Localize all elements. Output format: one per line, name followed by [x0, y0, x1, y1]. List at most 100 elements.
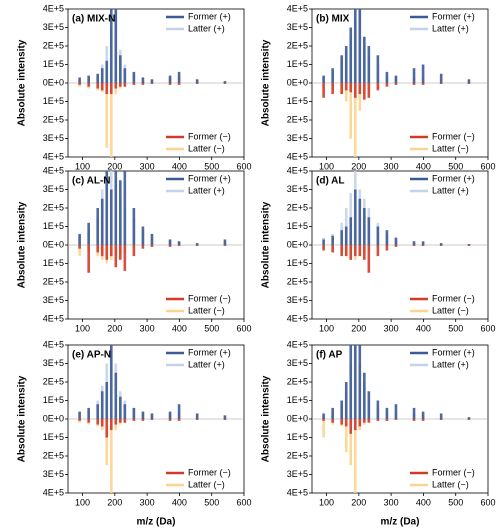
legend-label: Latter (+)	[432, 359, 469, 369]
peak-bar	[376, 226, 380, 245]
peak-bar	[177, 83, 181, 85]
x-tick-label: 400	[416, 497, 431, 507]
peak-bar	[141, 226, 145, 245]
peak-bar	[376, 83, 380, 91]
y-tick-label: 3E+5	[287, 22, 308, 32]
y-axis-label: Absolute intensity	[17, 201, 28, 288]
peak-bar	[78, 245, 81, 249]
peak-bar	[344, 419, 348, 427]
legend-label: Former (−)	[188, 131, 231, 141]
peak-bar	[367, 419, 371, 423]
x-tick-label: 500	[448, 323, 463, 333]
y-tick-label: 2E+5	[43, 114, 64, 124]
y-tick-label: 2E+5	[287, 276, 308, 286]
x-tick-label: 100	[319, 161, 334, 171]
peak-bar	[412, 419, 416, 421]
peak-bar	[100, 245, 104, 257]
peak-bar	[114, 171, 118, 245]
y-tick-label: 1E+5	[287, 221, 308, 231]
x-tick-label: 500	[448, 497, 463, 507]
x-tick-label: 400	[172, 323, 187, 333]
peak-bar	[331, 235, 334, 245]
y-tick-label: 2E+5	[287, 202, 308, 212]
peak-bar	[223, 245, 227, 246]
x-tick-label: 100	[75, 323, 90, 333]
peak-bar	[344, 419, 348, 453]
peak-bar	[412, 245, 416, 246]
y-axis-label: Absolute intensity	[261, 375, 272, 462]
peak-bar	[340, 400, 344, 419]
peak-bar	[358, 83, 362, 111]
peak-bar	[340, 83, 344, 95]
peak-bar	[87, 407, 90, 419]
peak-bar	[467, 83, 471, 84]
peak-bar	[132, 208, 136, 245]
peak-bar	[109, 419, 113, 493]
y-tick-label: 0E+0	[43, 77, 64, 87]
y-tick-label: 3E+5	[287, 469, 308, 479]
legend-label: Former (+)	[432, 11, 475, 21]
peak-bar	[141, 245, 145, 249]
peak-bar	[123, 419, 127, 423]
peak-bar	[349, 217, 353, 245]
peak-bar	[114, 419, 118, 425]
y-axis-label: Absolute intensity	[17, 375, 28, 462]
peak-bar	[439, 245, 443, 246]
peak-bar	[394, 419, 398, 420]
peak-bar	[421, 241, 425, 245]
peak-bar	[109, 9, 113, 83]
peak-bar	[349, 419, 353, 434]
peak-bar	[223, 83, 227, 84]
y-tick-label: 4E+5	[287, 339, 308, 349]
peak-bar	[100, 198, 104, 245]
peak-bar	[132, 407, 136, 419]
legend-label: Latter (+)	[188, 185, 225, 195]
y-tick-label: 4E+5	[43, 151, 64, 161]
peak-bar	[363, 208, 366, 245]
x-axis-label: m/z (Da)	[137, 517, 176, 528]
x-tick-label: 400	[416, 323, 431, 333]
y-tick-label: 0E+0	[287, 77, 308, 87]
y-tick-label: 3E+5	[43, 133, 64, 143]
y-tick-label: 4E+5	[43, 165, 64, 175]
y-tick-label: 1E+5	[43, 258, 64, 268]
legend-label: Latter (−)	[432, 305, 469, 315]
y-tick-label: 4E+5	[43, 339, 64, 349]
y-tick-label: 2E+5	[43, 202, 64, 212]
peak-bar	[150, 83, 154, 84]
peak-bar	[223, 239, 227, 245]
peak-bar	[223, 419, 227, 420]
peak-bar	[96, 404, 100, 419]
x-tick-label: 200	[107, 323, 122, 333]
y-tick-label: 2E+5	[287, 114, 308, 124]
peak-bar	[439, 413, 443, 419]
peak-bar	[114, 245, 118, 268]
peak-bar	[331, 407, 334, 419]
peak-bar	[344, 382, 348, 419]
peak-bar	[322, 245, 325, 251]
peak-bar	[344, 245, 348, 257]
peak-bar	[150, 413, 154, 419]
peak-bar	[123, 404, 127, 419]
peak-bar	[123, 171, 127, 245]
peak-bar	[78, 233, 81, 245]
peak-bar	[150, 419, 154, 420]
y-tick-label: 1E+5	[287, 432, 308, 442]
peak-bar	[195, 83, 199, 84]
legend-label: Former (+)	[432, 173, 475, 183]
peak-bar	[87, 245, 90, 273]
peak-bar	[353, 245, 357, 257]
y-tick-label: 3E+5	[43, 295, 64, 305]
y-tick-label: 4E+5	[43, 487, 64, 497]
legend-label: Former (−)	[432, 467, 475, 477]
y-tick-label: 3E+5	[287, 295, 308, 305]
panel-title: (a) MIX-N	[72, 14, 115, 25]
x-axis-label: m/z (Da)	[381, 517, 420, 528]
peak-bar	[421, 411, 425, 419]
peak-bar	[87, 75, 90, 83]
y-tick-label: 4E+5	[287, 313, 308, 323]
y-tick-label: 4E+5	[43, 313, 64, 323]
peak-bar	[105, 60, 109, 83]
peak-bar	[141, 77, 145, 83]
peak-bar	[331, 245, 334, 253]
